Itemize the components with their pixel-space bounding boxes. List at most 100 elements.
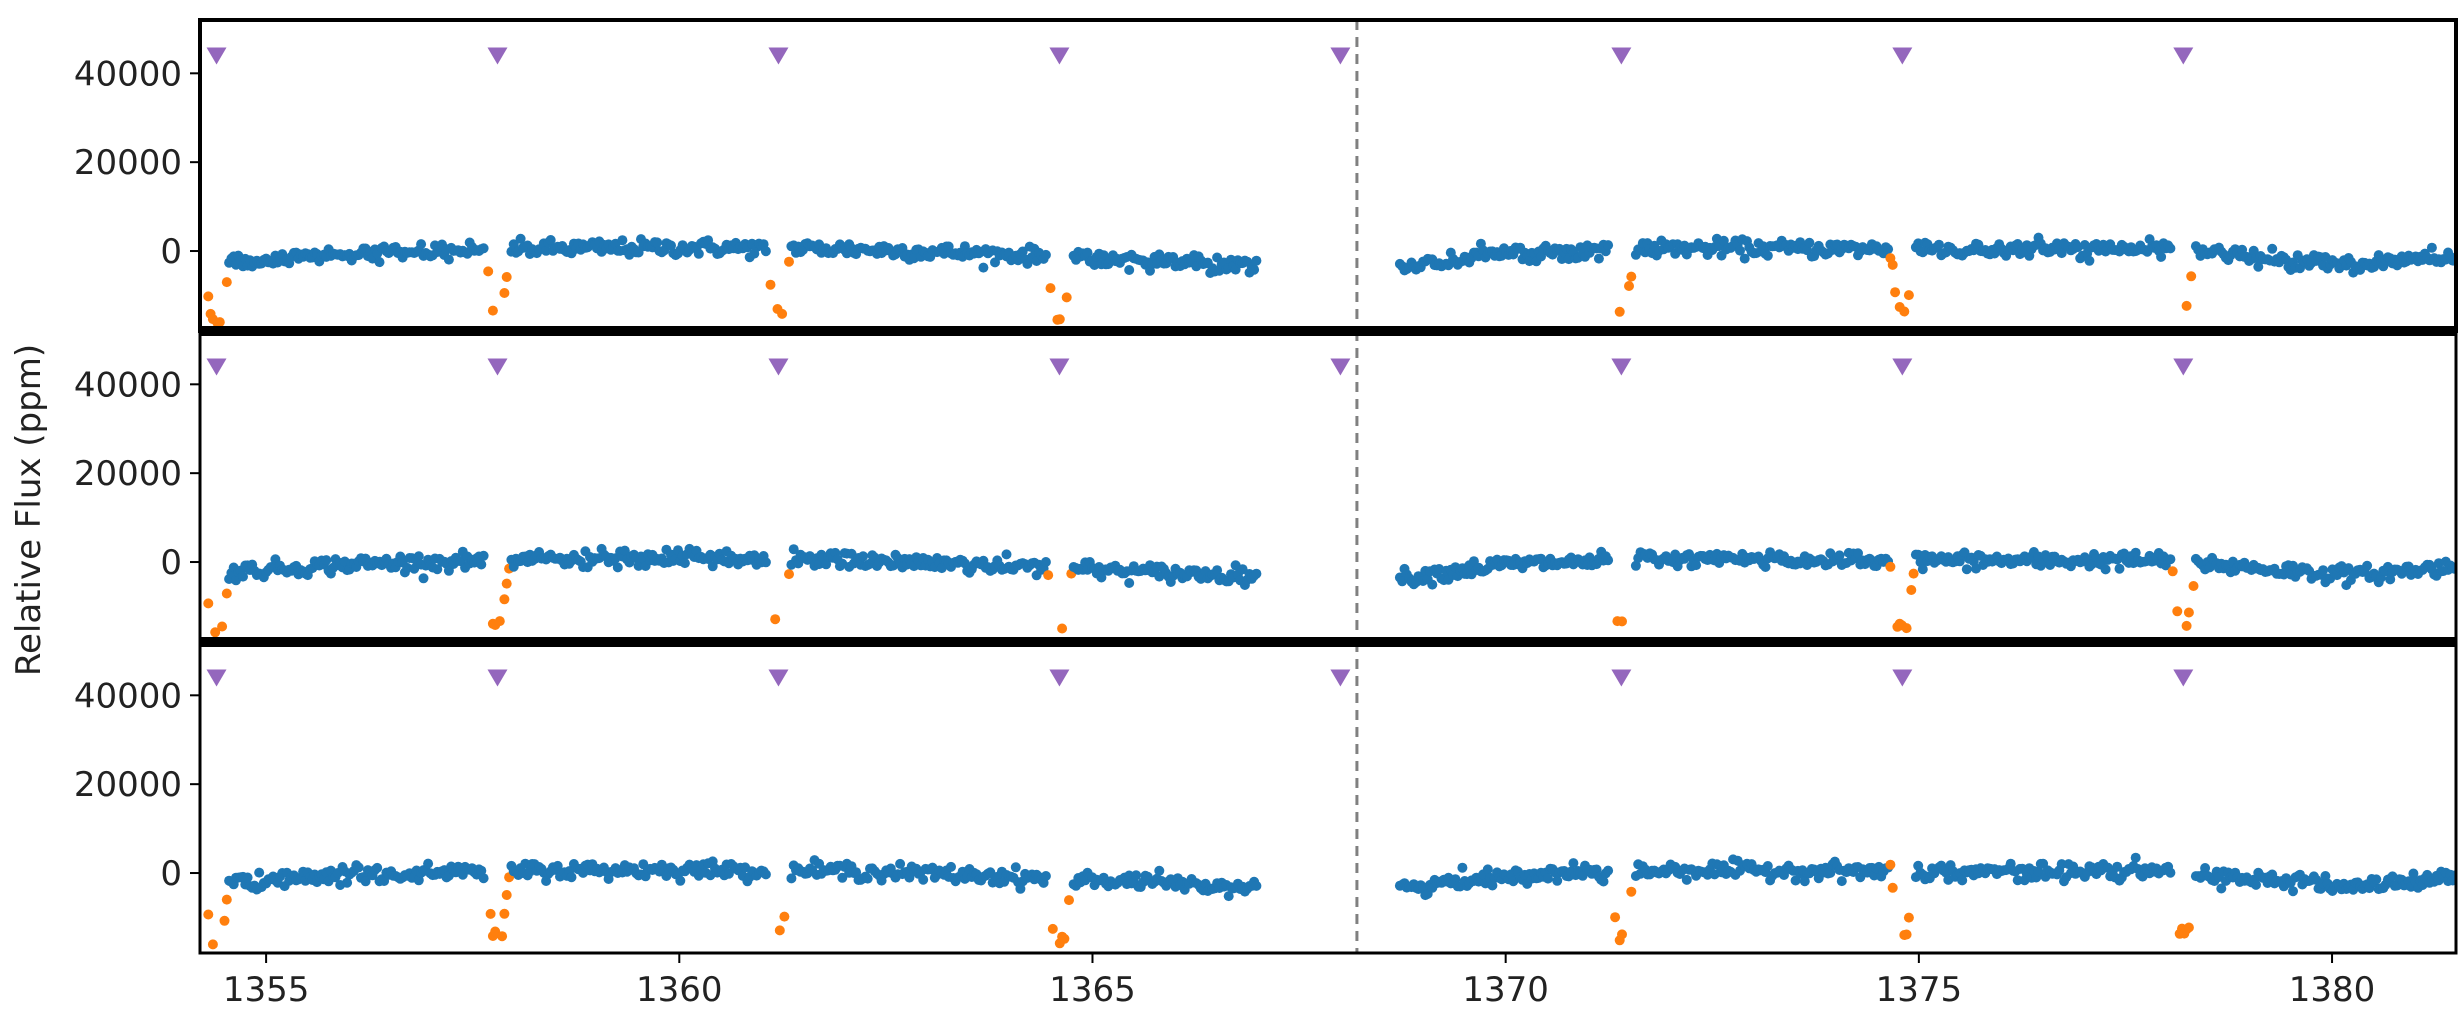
out-of-transit-point <box>1096 572 1107 583</box>
in-transit-point <box>2183 922 2194 933</box>
out-of-transit-point <box>2156 251 2167 262</box>
panel-frame <box>198 18 2458 333</box>
in-transit-point <box>777 308 788 319</box>
out-of-transit-point <box>545 235 556 245</box>
out-of-transit-point <box>1934 239 1944 250</box>
out-of-transit-point <box>2408 868 2419 879</box>
out-of-transit-point <box>703 235 714 246</box>
out-of-transit-point <box>1598 876 1609 887</box>
panel-3-points <box>203 852 2456 950</box>
out-of-transit-point <box>2084 255 2095 266</box>
out-of-transit-point <box>2165 554 2176 565</box>
out-of-transit-point <box>372 862 383 873</box>
out-of-transit-point <box>2130 852 2141 863</box>
x-axis-ticks: 1355 1360 1365 1370 1375 1380 <box>223 953 2375 1010</box>
out-of-transit-point <box>432 564 443 575</box>
out-of-transit-point <box>851 867 862 878</box>
transit-marker-icon <box>1049 47 1070 65</box>
out-of-transit-point <box>2318 565 2329 576</box>
transit-marker-icon <box>1049 358 1070 376</box>
in-transit-point <box>1617 929 1627 940</box>
panel-2: 0 20000 40000 <box>74 329 2458 644</box>
in-transit-point <box>1610 912 1621 923</box>
out-of-transit-point <box>2288 886 2298 897</box>
in-transit-point <box>1047 923 1058 934</box>
out-of-transit-point <box>443 254 454 265</box>
out-of-transit-point <box>895 858 906 869</box>
out-of-transit-point <box>2362 560 2373 571</box>
out-of-transit-point <box>1131 870 1142 881</box>
out-of-transit-point <box>342 877 353 888</box>
out-of-transit-point <box>1251 255 1262 266</box>
out-of-transit-point <box>1739 253 1750 264</box>
in-transit-point <box>1885 859 1896 870</box>
out-of-transit-point <box>1536 251 1546 262</box>
out-of-transit-point <box>353 862 364 873</box>
out-of-transit-point <box>566 872 577 883</box>
out-of-transit-point <box>2100 564 2111 575</box>
out-of-transit-point <box>652 237 663 248</box>
in-transit-point <box>203 909 214 920</box>
out-of-transit-point <box>2144 234 2155 245</box>
out-of-transit-point <box>2165 867 2176 878</box>
out-of-transit-point <box>821 559 832 570</box>
transit-marker-icon <box>487 669 508 687</box>
out-of-transit-point <box>760 246 771 257</box>
transit-marker-icon <box>206 47 227 65</box>
transit-marker-icon <box>487 358 508 376</box>
y-tick-label: 40000 <box>74 676 182 716</box>
in-transit-point <box>501 578 512 589</box>
out-of-transit-point <box>478 243 489 254</box>
transit-marker-icon <box>2173 47 2194 65</box>
y-tick-label: 40000 <box>74 365 182 405</box>
in-transit-point <box>1887 882 1898 893</box>
out-of-transit-point <box>723 868 734 879</box>
transit-marker-icon <box>206 358 227 376</box>
in-transit-point <box>1908 568 1919 579</box>
in-transit-point <box>1906 585 1917 595</box>
panel-1-points <box>203 232 2456 328</box>
in-transit-point <box>1885 561 1896 572</box>
transit-marker-icon <box>206 669 227 687</box>
transit-marker-icon <box>1330 47 1351 65</box>
y-tick-label: 20000 <box>74 454 182 494</box>
out-of-transit-point <box>2371 874 2382 885</box>
in-transit-point <box>1614 306 1625 317</box>
out-of-transit-point <box>1552 875 1563 886</box>
transit-marker-icon <box>1330 669 1351 687</box>
out-of-transit-point <box>1082 247 1093 258</box>
transit-marker-icon <box>2173 669 2194 687</box>
out-of-transit-point <box>476 559 487 570</box>
out-of-transit-point <box>1760 562 1771 572</box>
out-of-transit-point <box>374 257 385 268</box>
out-of-transit-point <box>633 560 644 571</box>
out-of-transit-point <box>2165 243 2176 254</box>
out-of-transit-point <box>238 571 248 582</box>
out-of-transit-point <box>2056 859 2067 870</box>
out-of-transit-point <box>978 262 989 273</box>
in-transit-point <box>501 272 512 282</box>
transit-marker-icon <box>1892 47 1913 65</box>
out-of-transit-point <box>788 544 799 555</box>
in-transit-point <box>2186 271 2197 282</box>
in-transit-point <box>765 279 776 290</box>
out-of-transit-point <box>1834 550 1845 561</box>
in-transit-point <box>499 908 510 919</box>
out-of-transit-point <box>1691 560 1702 571</box>
out-of-transit-point <box>1040 557 1051 567</box>
in-transit-point <box>1054 314 1065 325</box>
panel-1: 0 20000 40000 <box>74 18 2458 333</box>
out-of-transit-point <box>1010 862 1021 873</box>
out-of-transit-point <box>1804 237 1815 248</box>
in-transit-point <box>2181 300 2192 311</box>
in-transit-point <box>221 894 232 905</box>
out-of-transit-point <box>541 245 552 256</box>
out-of-transit-point <box>1603 240 1614 251</box>
in-transit-point <box>497 931 508 942</box>
out-of-transit-point <box>2216 883 2227 894</box>
in-transit-point <box>774 925 785 936</box>
in-transit-point <box>217 621 228 632</box>
out-of-transit-point <box>1735 245 1745 256</box>
transit-marker-icon <box>768 669 789 687</box>
